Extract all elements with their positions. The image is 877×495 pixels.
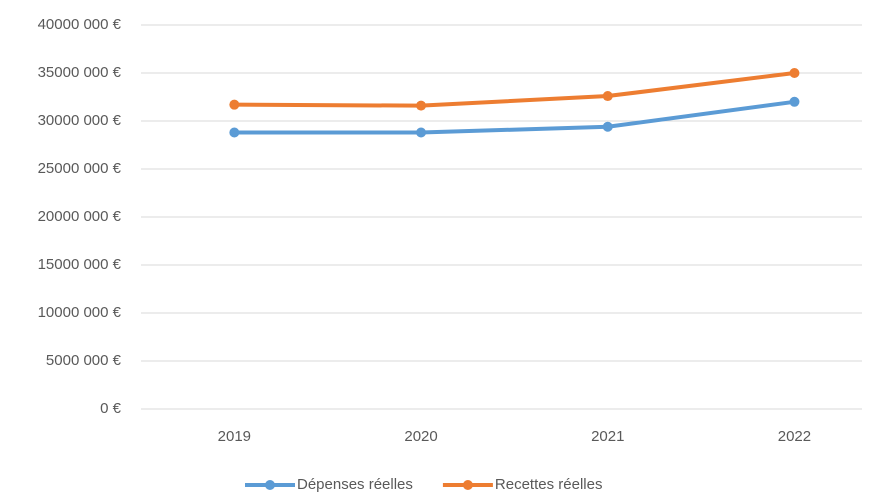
data-point [416,100,427,111]
series-line [232,99,797,135]
data-point [416,127,427,138]
data-point [602,91,613,102]
y-tick-label: 20000 000 € [38,208,122,225]
data-point [789,96,800,107]
legend-label: Recettes réelles [495,476,603,493]
x-tick-label: 2022 [778,428,811,445]
data-point [789,68,800,78]
y-tick-label: 5000 000 € [46,352,122,369]
y-tick-label: 30000 000 € [38,112,122,129]
legend-marker [462,480,473,490]
y-tick-label: 15000 000 € [38,256,122,273]
series-line [232,71,797,108]
y-tick-label: 25000 000 € [38,160,122,177]
y-tick-label: 0 € [100,400,122,417]
x-tick-label: 2021 [591,428,624,445]
y-tick-label: 10000 000 € [38,304,122,321]
y-tick-label: 35000 000 € [38,64,122,81]
x-tick-label: 2019 [218,428,251,445]
data-point [229,99,240,110]
data-point [229,127,240,138]
data-point [602,121,613,132]
legend-label: Dépenses réelles [297,476,413,493]
legend-marker [265,480,275,490]
x-tick-label: 2020 [404,428,437,445]
y-tick-label: 40000 000 € [38,16,122,33]
